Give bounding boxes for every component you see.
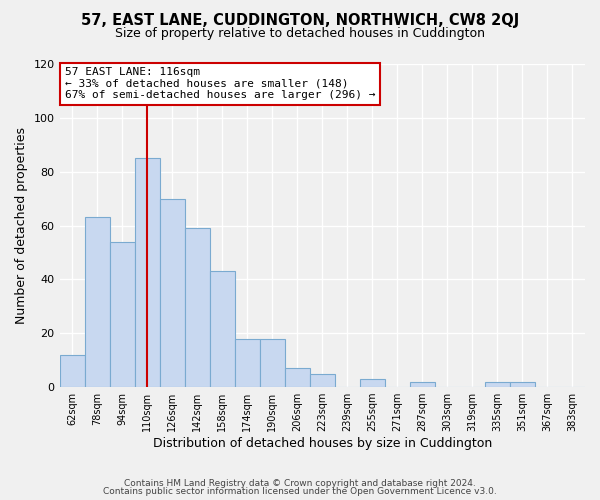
Bar xyxy=(85,218,110,387)
Bar xyxy=(410,382,435,387)
Text: 57 EAST LANE: 116sqm
← 33% of detached houses are smaller (148)
67% of semi-deta: 57 EAST LANE: 116sqm ← 33% of detached h… xyxy=(65,67,375,100)
Bar xyxy=(134,158,160,387)
X-axis label: Distribution of detached houses by size in Cuddington: Distribution of detached houses by size … xyxy=(152,437,492,450)
Bar xyxy=(510,382,535,387)
Bar xyxy=(260,338,285,387)
Bar xyxy=(185,228,209,387)
Bar xyxy=(235,338,260,387)
Text: Contains public sector information licensed under the Open Government Licence v3: Contains public sector information licen… xyxy=(103,487,497,496)
Bar xyxy=(360,379,385,387)
Y-axis label: Number of detached properties: Number of detached properties xyxy=(15,127,28,324)
Bar xyxy=(110,242,134,387)
Bar xyxy=(285,368,310,387)
Bar xyxy=(160,198,185,387)
Bar xyxy=(59,355,85,387)
Text: 57, EAST LANE, CUDDINGTON, NORTHWICH, CW8 2QJ: 57, EAST LANE, CUDDINGTON, NORTHWICH, CW… xyxy=(81,12,519,28)
Bar xyxy=(485,382,510,387)
Bar xyxy=(310,374,335,387)
Text: Size of property relative to detached houses in Cuddington: Size of property relative to detached ho… xyxy=(115,28,485,40)
Text: Contains HM Land Registry data © Crown copyright and database right 2024.: Contains HM Land Registry data © Crown c… xyxy=(124,478,476,488)
Bar xyxy=(209,272,235,387)
